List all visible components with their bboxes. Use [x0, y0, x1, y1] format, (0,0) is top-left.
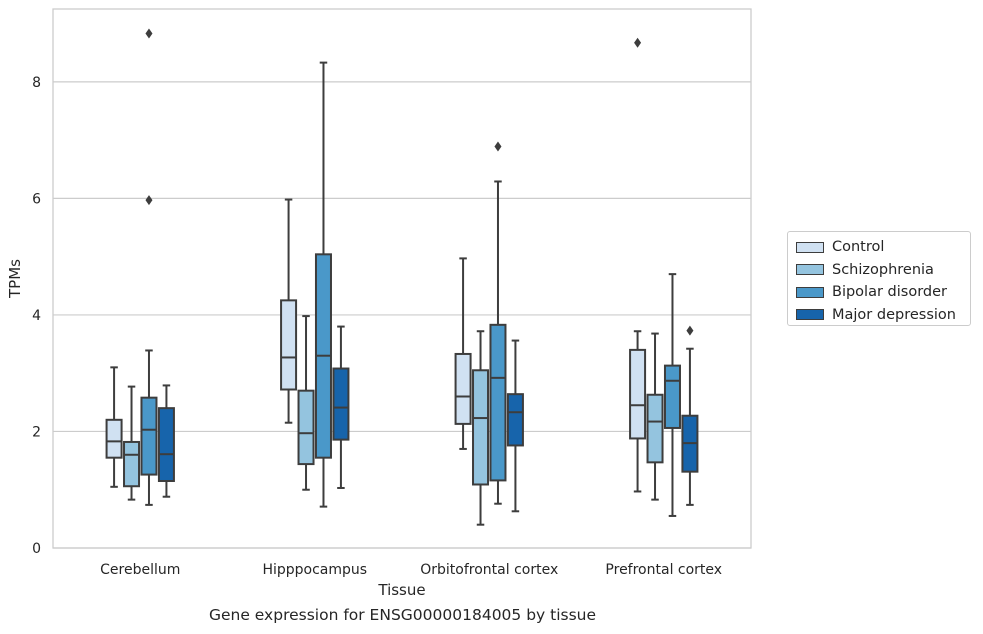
x-axis-label: Tissue	[377, 581, 425, 599]
x-tick-labels: Cerebellum Hipppocampus Orbitofrontal cort…	[100, 562, 722, 578]
x-tick-label: Hipppocampus	[262, 562, 367, 578]
legend-label: Schizophrenia	[832, 261, 934, 278]
x-tick-label: Orbitofrontal cortex	[420, 562, 558, 578]
outlier-point	[494, 141, 502, 152]
box-iqr	[280, 299, 298, 391]
box-1-2	[472, 330, 490, 526]
legend-swatch-bipolar-disorder	[796, 286, 824, 298]
box-1-1	[297, 315, 315, 491]
box-iqr	[297, 389, 315, 466]
box-3-1	[332, 325, 350, 489]
box-2-0	[140, 28, 158, 506]
box-3-0	[157, 384, 175, 498]
legend-item-major-depression: Major depression	[792, 304, 970, 327]
legend-label: Major depression	[832, 306, 956, 323]
box-iqr	[140, 396, 158, 476]
outlier-point	[145, 195, 153, 206]
box-0-0	[105, 366, 123, 488]
y-axis-label: TPMs	[6, 259, 24, 299]
y-tick-label: 8	[32, 75, 41, 91]
legend: Control Schizophrenia Bipolar disorder M…	[787, 231, 971, 326]
box-0-1	[280, 198, 298, 424]
x-tick-label: Cerebellum	[100, 562, 180, 578]
box-3-3	[681, 325, 699, 506]
y-tick-label: 6	[32, 191, 41, 207]
y-tick-label: 4	[32, 308, 41, 324]
legend-swatch-control	[796, 241, 824, 253]
box-iqr	[332, 367, 350, 441]
legend-swatch-major-depression	[796, 309, 824, 321]
legend-label: Control	[832, 239, 885, 256]
box-iqr	[105, 418, 123, 459]
box-2-1	[314, 61, 332, 508]
plot-area-frame	[52, 8, 752, 549]
box-3-2	[506, 339, 524, 513]
box-iqr	[454, 352, 472, 425]
legend-label: Bipolar disorder	[832, 284, 947, 301]
box-2-2	[489, 141, 507, 505]
y-tick-label: 0	[32, 541, 41, 557]
box-iqr	[489, 323, 507, 482]
box-iqr	[506, 393, 524, 447]
outlier-point	[145, 28, 153, 39]
box-0-2	[454, 257, 472, 450]
legend-item-bipolar-disorder: Bipolar disorder	[792, 281, 970, 304]
box-0-3	[629, 37, 647, 493]
box-1-3	[646, 332, 664, 501]
chart-caption: Gene expression for ENSG00000184005 by t…	[208, 606, 597, 624]
box-iqr	[123, 440, 141, 488]
box-2-3	[663, 273, 681, 517]
legend-swatch-schizophrenia	[796, 264, 824, 276]
legend-item-control: Control	[792, 236, 970, 259]
box-iqr	[157, 407, 175, 482]
gridlines	[53, 81, 751, 549]
x-tick-label: Prefrontal cortex	[605, 562, 722, 578]
boxes	[105, 28, 699, 526]
outlier-point	[686, 325, 694, 336]
y-tick-label: 2	[32, 424, 41, 440]
box-iqr	[646, 393, 664, 464]
y-tick-labels: 0 2 4 6 8	[32, 75, 41, 557]
box-iqr	[663, 364, 681, 429]
outlier-point	[634, 37, 642, 48]
box-iqr	[629, 348, 647, 440]
box-iqr	[472, 369, 490, 486]
box-1-0	[123, 385, 141, 501]
legend-item-schizophrenia: Schizophrenia	[792, 259, 970, 282]
